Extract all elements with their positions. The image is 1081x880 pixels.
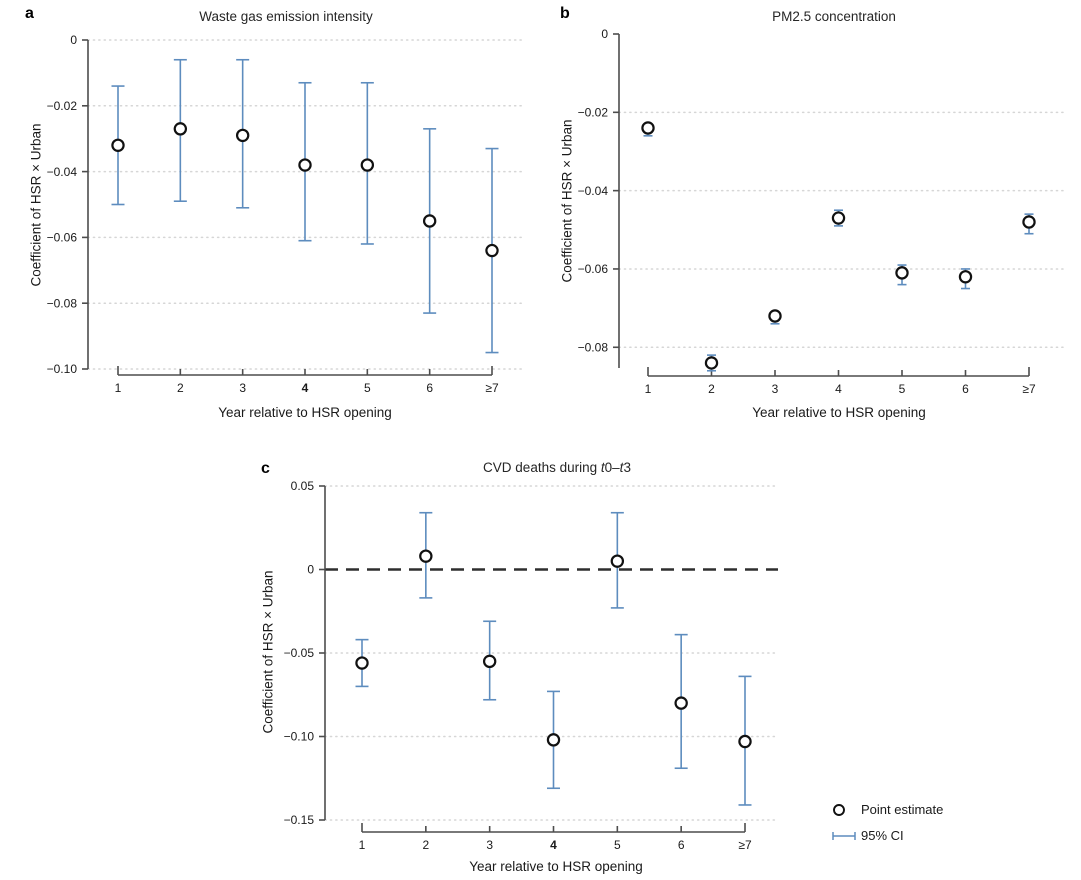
y-tick-label: −0.04 (47, 165, 78, 179)
legend: Point estimate 95% CI (831, 799, 943, 846)
y-tick-label: −0.04 (578, 184, 609, 198)
panel-letter-b: b (560, 5, 570, 22)
legend-item-point-estimate: Point estimate (831, 799, 943, 820)
x-tick-label: 1 (115, 381, 122, 395)
chart-title-c: CVD deaths during t0–t3 (483, 460, 631, 475)
x-axis-label-a: Year relative to HSR opening (218, 405, 392, 420)
y-axis-label-a: Coefficient of HSR × Urban (28, 123, 44, 287)
point-estimate (958, 270, 973, 284)
y-tick-label: −0.02 (47, 99, 78, 113)
chart-title-a: Waste gas emission intensity (199, 9, 373, 24)
y-axis-label-b: Coefficient of HSR × Urban (559, 119, 575, 283)
x-tick-label: 2 (708, 382, 715, 396)
x-tick-label: 6 (426, 381, 433, 395)
x-tick-label: 3 (239, 381, 246, 395)
panel-letter-c: c (261, 460, 270, 477)
point-estimate (422, 214, 437, 228)
y-tick-label: 0 (601, 27, 608, 41)
x-tick-label: 1 (359, 838, 366, 852)
y-tick-label: −0.10 (284, 730, 315, 744)
x-tick-label: ≥7 (485, 381, 499, 395)
x-tick-label: 5 (614, 838, 621, 852)
point-estimate (738, 734, 752, 749)
chart-title-b: PM2.5 concentration (772, 9, 896, 24)
point-estimate (355, 656, 369, 670)
y-axis-label-c: Coefficient of HSR × Urban (260, 570, 276, 734)
panel-b-plot: 0 −0.02 −0.04 −0.06 −0.08 1 2 3 4 5 6 ≥7 (578, 27, 1064, 396)
y-tick-label: −0.06 (47, 231, 78, 245)
x-tick-label: ≥7 (738, 838, 752, 852)
x-tick-label: 6 (962, 382, 969, 396)
x-tick-label: ≥7 (1022, 382, 1036, 396)
y-tick-label: −0.05 (284, 646, 315, 660)
y-tick-label: −0.15 (284, 813, 315, 827)
point-estimate (419, 549, 433, 563)
panel-c-plot: 0.05 0 −0.05 −0.10 −0.15 1 2 3 4 5 6 ≥7 (284, 479, 779, 852)
point-estimate (546, 733, 561, 747)
legend-label: Point estimate (861, 802, 944, 817)
legend-item-95ci: 95% CI (831, 825, 943, 846)
panel-letter-a: a (25, 5, 34, 22)
point-estimate (173, 122, 188, 136)
x-tick-label: 4 (550, 838, 557, 852)
y-tick-label: −0.02 (578, 106, 609, 120)
point-estimate (298, 158, 312, 172)
open-circle-icon (831, 802, 861, 818)
x-tick-label: 4 (302, 381, 309, 395)
y-tick-label: 0 (307, 563, 314, 577)
point-estimate (235, 128, 250, 143)
y-tick-label: −0.08 (47, 296, 78, 310)
point-estimate (610, 554, 625, 568)
y-tick-label: −0.06 (578, 262, 609, 276)
point-estimate (360, 158, 375, 172)
point-estimate (111, 138, 125, 152)
point-estimate (674, 696, 688, 710)
panel-a-plot: 0 −0.02 −0.04 −0.06 −0.08 −0.10 1 2 3 4 5 6 ≥7 (47, 33, 525, 395)
point-estimate (485, 243, 499, 258)
x-tick-label: 2 (422, 838, 429, 852)
point-estimate (1022, 215, 1036, 229)
x-tick-label: 3 (772, 382, 779, 396)
x-tick-label: 5 (899, 382, 906, 396)
point-estimate (895, 266, 909, 280)
x-tick-label: 2 (177, 381, 184, 395)
y-tick-label: −0.08 (578, 340, 609, 354)
y-tick-label: 0 (70, 33, 77, 47)
point-estimate (831, 211, 846, 225)
point-estimate (768, 309, 782, 323)
x-tick-label: 6 (678, 838, 685, 852)
point-estimate (482, 654, 497, 669)
point-estimate (704, 356, 719, 370)
x-axis-label-b: Year relative to HSR opening (752, 405, 926, 420)
x-tick-label: 5 (364, 381, 371, 395)
point-estimate (641, 121, 655, 135)
x-tick-label: 4 (835, 382, 842, 396)
y-tick-label: 0.05 (291, 479, 315, 493)
x-tick-label: 3 (486, 838, 493, 852)
legend-label: 95% CI (861, 828, 904, 843)
x-tick-label: 1 (645, 382, 652, 396)
ci-whisker-icon (831, 830, 861, 842)
x-axis-label-c: Year relative to HSR opening (469, 859, 643, 874)
y-tick-label: −0.10 (47, 362, 78, 376)
